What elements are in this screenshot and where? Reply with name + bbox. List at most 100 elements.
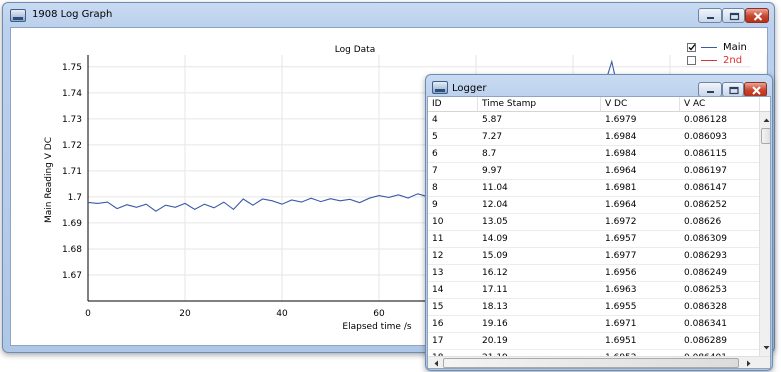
x-tick-label: 40 <box>276 309 288 319</box>
chart-title: Log Data <box>335 45 375 55</box>
cell-v-ac: 0.086093 <box>684 132 727 142</box>
graph-window-titlebar[interactable]: 1908 Log Graph <box>3 3 774 27</box>
cell-v-ac: 0.086115 <box>684 149 727 159</box>
table-row[interactable]: 8 11.04 1.6981 0.086147 <box>428 180 759 197</box>
cell-id: 12 <box>432 251 444 261</box>
vertical-scrollbar[interactable] <box>759 112 771 356</box>
table-row[interactable]: 13 16.12 1.6956 0.086249 <box>428 265 759 282</box>
cell-time-stamp: 11.04 <box>482 183 508 193</box>
table-row[interactable]: 15 18.13 1.6955 0.086328 <box>428 299 759 316</box>
y-tick-label: 1.73 <box>62 115 82 125</box>
y-tick-label: 1.71 <box>62 167 82 177</box>
cell-v-ac: 0.086197 <box>684 166 727 176</box>
cell-id: 11 <box>432 234 444 244</box>
app-icon <box>10 9 26 22</box>
table-row[interactable]: 14 17.11 1.6963 0.086253 <box>428 282 759 299</box>
cell-v-ac: 0.086289 <box>684 336 727 346</box>
cell-v-ac: 0.086147 <box>684 183 727 193</box>
table-row[interactable]: 17 20.19 1.6951 0.086289 <box>428 333 759 350</box>
cell-v-dc: 1.6964 <box>605 166 637 176</box>
cell-v-ac: 0.08626 <box>684 217 722 227</box>
cell-v-dc: 1.6979 <box>605 115 637 125</box>
scroll-right-arrow-icon[interactable] <box>743 357 755 369</box>
cell-id: 14 <box>432 285 444 295</box>
table-row[interactable]: 16 19.16 1.6971 0.086341 <box>428 316 759 333</box>
cell-time-stamp: 9.97 <box>482 166 503 176</box>
close-button[interactable] <box>745 8 769 23</box>
cell-time-stamp: 17.11 <box>482 285 508 295</box>
logger-minimize-button[interactable] <box>698 82 722 97</box>
column-header-id[interactable]: ID <box>428 97 478 111</box>
cell-v-ac: 0.086128 <box>684 115 727 125</box>
y-tick-label: 1.69 <box>62 219 82 229</box>
logger-window-title: Logger <box>452 83 487 94</box>
y-tick-label: 1.67 <box>62 271 82 281</box>
table-row[interactable]: 9 12.04 1.6964 0.086252 <box>428 197 759 214</box>
maximize-button[interactable] <box>722 8 745 23</box>
chart-legend: Main 2nd <box>687 40 767 70</box>
cell-id: 17 <box>432 336 444 346</box>
logger-maximize-button[interactable] <box>722 82 744 97</box>
cell-id: 4 <box>432 115 438 125</box>
x-tick-label: 20 <box>179 309 191 319</box>
vertical-scroll-thumb[interactable] <box>761 128 770 144</box>
cell-v-dc: 1.6957 <box>605 234 637 244</box>
scroll-left-arrow-icon[interactable] <box>430 357 442 369</box>
cell-v-ac: 0.086309 <box>684 234 727 244</box>
y-tick-label: 1.75 <box>62 63 82 73</box>
table-row[interactable]: 12 15.09 1.6977 0.086293 <box>428 248 759 265</box>
scroll-down-arrow-icon[interactable] <box>760 342 771 354</box>
cell-v-dc: 1.6964 <box>605 200 637 210</box>
column-header-v-dc[interactable]: V DC <box>601 97 680 111</box>
cell-id: 7 <box>432 166 438 176</box>
table-row[interactable]: 6 8.7 1.6984 0.086115 <box>428 146 759 163</box>
y-axis-label: Main Reading V DC <box>44 137 54 223</box>
cell-time-stamp: 14.09 <box>482 234 508 244</box>
cell-id: 6 <box>432 149 438 159</box>
legend-2nd-checkbox[interactable] <box>687 56 696 65</box>
cell-v-dc: 1.6972 <box>605 217 637 227</box>
x-tick-label: 0 <box>85 309 91 319</box>
graph-window-title: 1908 Log Graph <box>32 9 113 20</box>
horizontal-scroll-thumb[interactable] <box>443 358 739 368</box>
cell-id: 10 <box>432 217 444 227</box>
cell-v-dc: 1.6955 <box>605 302 637 312</box>
logger-grid[interactable]: ID Time Stamp V DC V AC 4 5.87 1.6979 0.086… <box>427 96 771 369</box>
close-icon <box>753 12 763 21</box>
minimize-icon <box>707 17 714 19</box>
table-row[interactable]: 4 5.87 1.6979 0.086128 <box>428 112 759 129</box>
cell-time-stamp: 8.7 <box>482 149 497 159</box>
logger-close-button[interactable] <box>744 82 767 97</box>
cell-id: 9 <box>432 200 438 210</box>
table-row[interactable]: 10 13.05 1.6972 0.08626 <box>428 214 759 231</box>
cell-time-stamp: 16.12 <box>482 268 508 278</box>
y-tick-label: 1.68 <box>62 245 82 255</box>
cell-v-dc: 1.6971 <box>605 319 637 329</box>
cell-id: 8 <box>432 183 438 193</box>
cell-time-stamp: 5.87 <box>482 115 503 125</box>
cell-v-dc: 1.6984 <box>605 149 637 159</box>
cell-v-ac: 0.086293 <box>684 251 727 261</box>
cell-v-ac: 0.086328 <box>684 302 727 312</box>
table-row[interactable]: 7 9.97 1.6964 0.086197 <box>428 163 759 180</box>
column-header-time-stamp[interactable]: Time Stamp <box>478 97 601 111</box>
logger-window-titlebar[interactable]: Logger <box>426 75 772 99</box>
cell-time-stamp: 18.13 <box>482 302 508 312</box>
legend-2nd-label: 2nd <box>723 55 743 66</box>
cell-id: 16 <box>432 319 444 329</box>
x-axis-label: Elapsed time /s <box>342 322 411 332</box>
legend-main-checkbox[interactable] <box>687 43 696 52</box>
table-row[interactable]: 11 14.09 1.6957 0.086309 <box>428 231 759 248</box>
cell-id: 13 <box>432 268 444 278</box>
horizontal-scrollbar[interactable] <box>428 356 770 369</box>
legend-main-swatch <box>701 47 717 48</box>
cell-id: 15 <box>432 302 444 312</box>
column-header-v-ac[interactable]: V AC <box>680 97 760 111</box>
logger-grid-header: ID Time Stamp V DC V AC <box>428 97 770 112</box>
scroll-up-arrow-icon[interactable] <box>760 114 771 126</box>
close-icon <box>752 86 761 95</box>
minimize-button[interactable] <box>698 8 722 23</box>
cell-v-dc: 1.6981 <box>605 183 637 193</box>
cell-v-ac: 0.086341 <box>684 319 727 329</box>
table-row[interactable]: 5 7.27 1.6984 0.086093 <box>428 129 759 146</box>
